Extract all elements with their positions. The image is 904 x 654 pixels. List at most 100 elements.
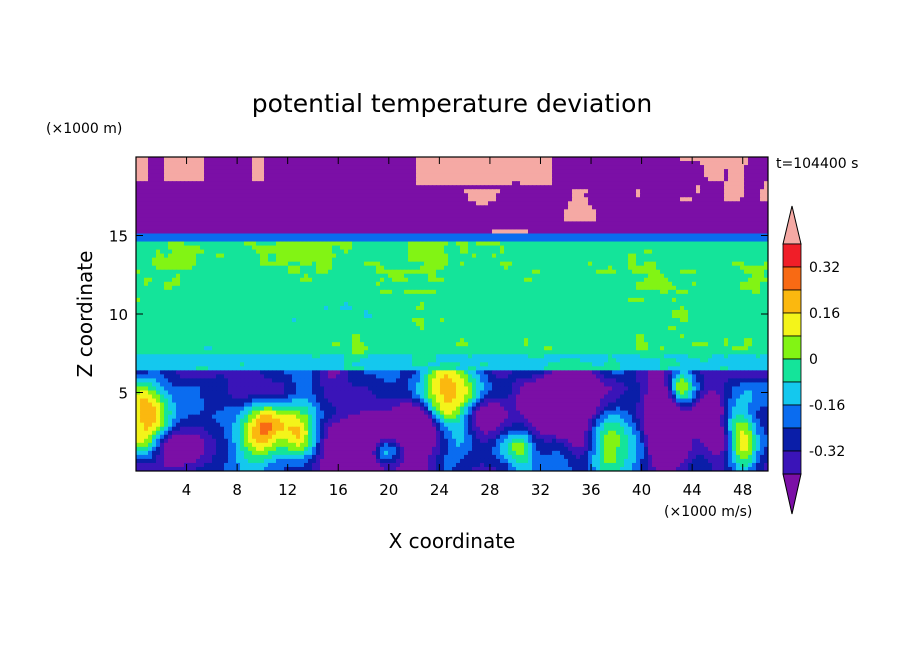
field-cell xyxy=(240,225,245,231)
field-cell xyxy=(136,213,141,218)
field-cell xyxy=(408,217,413,223)
field-cell xyxy=(492,229,497,235)
field-cell xyxy=(152,265,157,271)
field-cell xyxy=(632,225,637,231)
field-cell xyxy=(488,205,493,210)
field-cell xyxy=(204,273,209,279)
field-cell xyxy=(460,229,465,235)
field-cell xyxy=(216,197,221,202)
field-cell xyxy=(748,213,753,218)
field-cell xyxy=(720,193,725,198)
field-cell xyxy=(432,245,437,251)
field-cell xyxy=(532,161,537,166)
field-cell xyxy=(612,193,617,198)
field-cell xyxy=(312,157,317,162)
field-cell xyxy=(556,205,561,210)
field-cell xyxy=(496,249,501,255)
field-cell xyxy=(704,181,709,186)
field-cell xyxy=(444,277,449,283)
field-cell xyxy=(604,205,609,210)
field-cell xyxy=(744,181,749,186)
field-cell xyxy=(228,277,233,283)
field-cell xyxy=(684,169,689,174)
field-cell xyxy=(752,209,757,214)
field-cell xyxy=(744,205,749,210)
field-cell xyxy=(224,177,229,182)
field-cell xyxy=(492,225,497,231)
field-cell xyxy=(696,189,701,194)
field-cell xyxy=(320,241,325,247)
field-cell xyxy=(720,209,725,214)
field-cell xyxy=(400,273,405,279)
field-cell xyxy=(452,249,457,255)
field-cell xyxy=(164,173,169,178)
field-cell xyxy=(200,173,205,178)
field-cell xyxy=(560,173,565,178)
field-cell xyxy=(164,273,169,279)
field-cell xyxy=(424,217,429,223)
field-cell xyxy=(620,261,625,267)
field-cell xyxy=(244,177,249,182)
field-cell xyxy=(512,233,517,239)
field-cell xyxy=(588,261,593,267)
field-cell xyxy=(180,281,185,287)
field-cell xyxy=(580,249,585,255)
field-cell xyxy=(340,209,345,214)
field-cell xyxy=(672,217,677,223)
field-cell xyxy=(740,181,745,186)
field-cell xyxy=(676,185,681,190)
field-cell xyxy=(536,249,541,255)
field-cell xyxy=(704,261,709,267)
field-cell xyxy=(380,217,385,223)
field-cell xyxy=(644,165,649,170)
field-cell xyxy=(276,169,281,174)
field-cell xyxy=(744,277,749,283)
field-cell xyxy=(436,173,441,178)
field-cell xyxy=(308,257,313,263)
field-cell xyxy=(704,177,709,182)
field-cell xyxy=(392,193,397,198)
field-cell xyxy=(140,237,145,243)
field-cell xyxy=(568,201,573,206)
field-cell xyxy=(568,193,573,198)
field-cell xyxy=(720,177,725,182)
field-cell xyxy=(408,205,413,210)
field-cell xyxy=(292,201,297,206)
field-cell xyxy=(616,277,621,283)
field-cell xyxy=(648,213,653,218)
field-cell xyxy=(428,245,433,251)
field-cell xyxy=(536,221,541,227)
field-cell xyxy=(316,229,321,235)
field-cell xyxy=(324,281,329,287)
field-cell xyxy=(572,277,577,283)
field-cell xyxy=(304,241,309,247)
field-cell xyxy=(568,241,573,247)
field-cell xyxy=(256,281,261,287)
field-cell xyxy=(300,245,305,251)
field-cell xyxy=(540,161,545,166)
field-cell xyxy=(604,177,609,182)
field-cell xyxy=(168,165,173,170)
field-cell xyxy=(440,205,445,210)
field-cell xyxy=(284,237,289,243)
field-cell xyxy=(428,185,433,190)
field-cell xyxy=(476,193,481,198)
field-cell xyxy=(532,197,537,202)
field-cell xyxy=(276,245,281,251)
field-cell xyxy=(720,165,725,170)
field-cell xyxy=(416,205,421,210)
field-cell xyxy=(528,229,533,235)
field-cell xyxy=(464,257,469,263)
field-cell xyxy=(220,233,225,239)
field-cell xyxy=(264,189,269,194)
field-cell xyxy=(196,273,201,279)
field-cell xyxy=(652,161,657,166)
field-cell xyxy=(244,173,249,178)
field-cell xyxy=(532,225,537,231)
field-cell xyxy=(252,281,257,287)
field-cell xyxy=(676,177,681,182)
field-cell xyxy=(560,253,565,259)
field-cell xyxy=(576,269,581,275)
field-cell xyxy=(328,169,333,174)
